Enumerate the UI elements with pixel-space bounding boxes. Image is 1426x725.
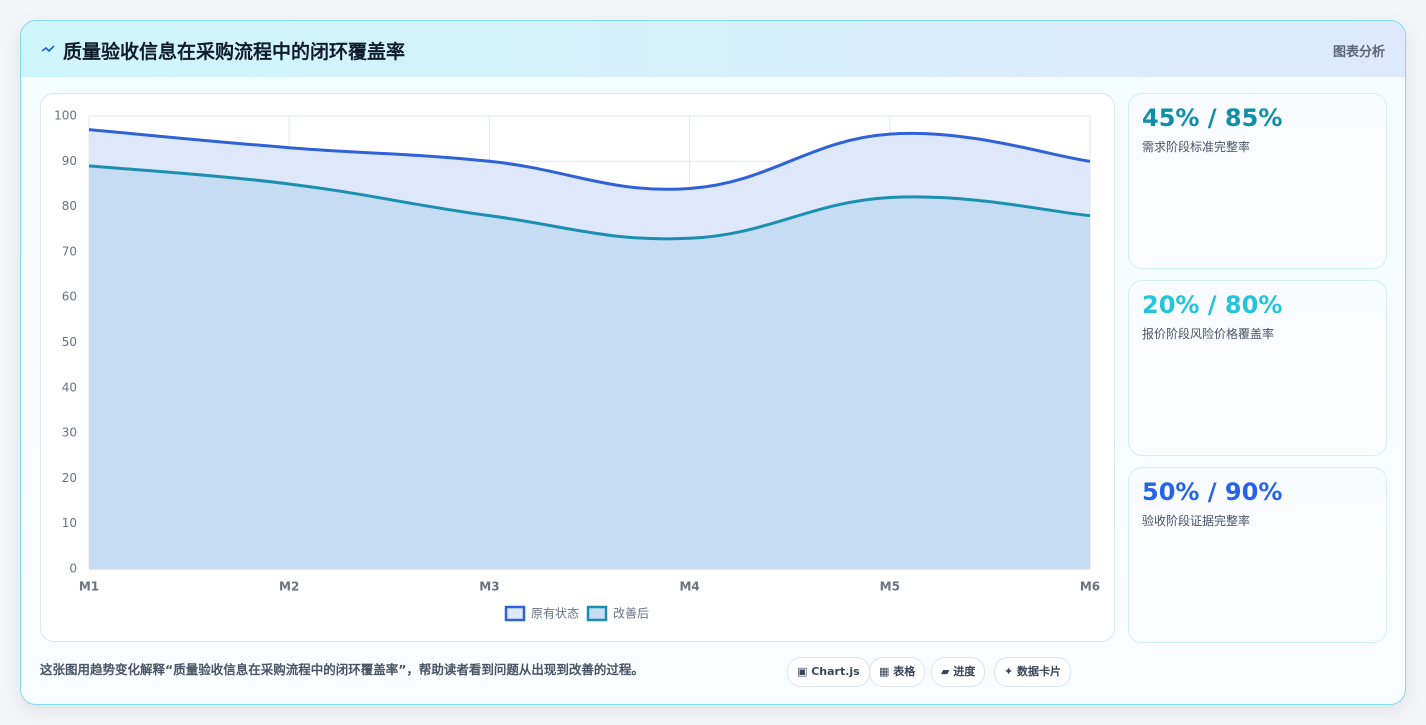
kpi-label: 报价阶段风险价格覆盖率: [1142, 327, 1275, 341]
y-tick-label: 40: [62, 380, 77, 394]
y-tick-label: 60: [62, 290, 77, 304]
y-tick-label: 90: [62, 154, 77, 168]
y-tick-label: 70: [62, 244, 77, 258]
kpi-value: 20% / 80%: [1142, 291, 1283, 319]
chart: M1 M2 M3 M4 M5 M6 0 10 20 30 40 50 60 70 80 90 100 原有状态 改善…: [54, 109, 1100, 622]
footer-tag: ✦ 数据卡片: [994, 657, 1072, 687]
area: [89, 165, 1090, 569]
line: [88, 164, 1091, 241]
kpi-value: 50% / 90%: [1142, 478, 1283, 506]
y-tick-label: 80: [62, 199, 77, 213]
y-tick-label: 20: [62, 471, 77, 485]
y-tick-label: 30: [62, 426, 77, 440]
y-tick-label: 100: [54, 109, 77, 123]
footer-tag: ▦ 表格: [869, 657, 926, 687]
x-tick-label: M6: [1080, 580, 1100, 594]
line: [88, 128, 1091, 191]
title-icon: [41, 45, 55, 53]
header: 质量验收信息在采购流程中的闭环覆盖率 图表分析: [21, 21, 1405, 77]
footer-tag: ▣ Chart.js: [787, 657, 870, 687]
legend-label: 原有状态: [531, 607, 579, 621]
kpi-label: 验收阶段证据完整率: [1142, 514, 1251, 528]
title: 质量验收信息在采购流程中的闭环覆盖率: [63, 41, 406, 63]
header-tag: 图表分析: [1332, 45, 1385, 60]
x-tick-label: M4: [679, 580, 699, 594]
x-tick-label: M2: [279, 580, 299, 594]
footer-text: 这张图用趋势变化解释“质量验收信息在采购流程中的闭环覆盖率”，帮助读者看到问题从…: [40, 662, 644, 677]
kpi-value: 45% / 85%: [1142, 104, 1283, 132]
kpi-card: 50% / 90% 验收阶段证据完整率: [1128, 467, 1387, 643]
legend-swatch: [504, 605, 526, 622]
kpi-card: 45% / 85% 需求阶段标准完整率: [1128, 93, 1387, 269]
kpi-label: 需求阶段标准完整率: [1142, 140, 1251, 154]
legend-swatch: [586, 605, 608, 622]
x-tick-label: M3: [479, 580, 499, 594]
legend-label: 改善后: [613, 606, 649, 621]
x-tick-label: M1: [79, 580, 99, 594]
y-tick-label: 0: [69, 562, 77, 576]
footer-tag: ▰ 进度: [931, 657, 986, 687]
y-tick-label: 50: [62, 335, 77, 349]
y-tick-label: 10: [62, 516, 77, 530]
kpi-card: 20% / 80% 报价阶段风险价格覆盖率: [1128, 280, 1387, 456]
chart-panel: M1 M2 M3 M4 M5 M6 0 10 20 30 40 50 60 70 80 90 100 原有状态 改善…: [40, 93, 1115, 642]
x-tick-label: M5: [880, 580, 900, 594]
